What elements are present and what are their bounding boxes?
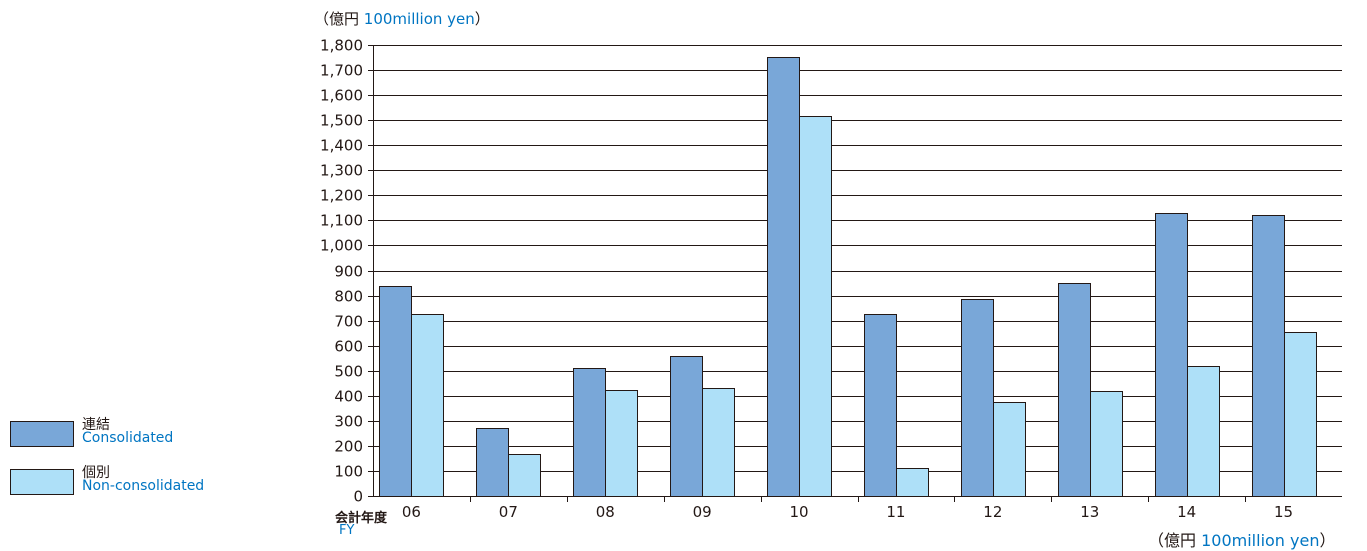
bar-non-consolidated [896, 468, 929, 497]
x-tick-label: 07 [499, 503, 518, 521]
bar-consolidated [767, 57, 800, 497]
y-tick-label: 200 [334, 438, 363, 456]
x-axis-label-ja: 会計年度 [335, 511, 388, 526]
y-tick-label: 900 [334, 263, 363, 281]
legend-item-non-consolidated: 個別 Non-consolidated [10, 462, 250, 502]
y-tick-label: 1,200 [320, 187, 363, 205]
bar-consolidated [1058, 283, 1091, 497]
bar-non-consolidated [1090, 391, 1123, 497]
y-tick-label: 1,500 [320, 112, 363, 130]
legend-label-en: Consolidated [82, 430, 174, 446]
bar-non-consolidated [1187, 366, 1220, 497]
legend-swatch-non-consolidated [10, 469, 74, 495]
bar-consolidated [670, 356, 703, 497]
bar-non-consolidated [605, 390, 638, 497]
legend-swatch-consolidated [10, 421, 74, 447]
x-tick-label: 13 [1080, 503, 1099, 521]
bar-consolidated [1155, 213, 1188, 497]
y-tick-label: 500 [334, 363, 363, 381]
bar-non-consolidated [993, 402, 1026, 497]
bar-non-consolidated [508, 454, 541, 497]
y-tick-label: 600 [334, 338, 363, 356]
bar-non-consolidated [799, 116, 832, 497]
y-tick-label: 1,000 [320, 237, 363, 255]
y-tick-label: 1,600 [320, 87, 363, 105]
bar-non-consolidated [411, 314, 444, 497]
legend-label-ja: 個別 [82, 465, 110, 481]
bar-consolidated [379, 286, 412, 497]
y-tick-label: 700 [334, 313, 363, 331]
x-tick-label: 10 [790, 503, 809, 521]
x-tick-label: 12 [983, 503, 1002, 521]
y-tick-label: 1,700 [320, 62, 363, 80]
y-tick-label: 100 [334, 463, 363, 481]
bar-non-consolidated [702, 388, 735, 497]
bar-consolidated [1252, 215, 1285, 497]
y-tick-label: 1,100 [320, 212, 363, 230]
x-axis-label-en: FY [339, 523, 355, 538]
y-tick-label: 300 [334, 413, 363, 431]
x-tick-label: 06 [402, 503, 421, 521]
bar-consolidated [476, 428, 509, 497]
legend-label-ja: 連結 [82, 417, 110, 433]
legend-item-consolidated: 連結 Consolidated [10, 414, 250, 454]
y-tick-label: 1,400 [320, 137, 363, 155]
bar-consolidated [864, 314, 897, 497]
y-axis-unit-label: （億円 100million yen） [314, 10, 490, 28]
bar-non-consolidated [1284, 332, 1317, 497]
x-tick-label: 14 [1177, 503, 1196, 521]
x-tick-label: 08 [596, 503, 615, 521]
x-tick-label: 09 [693, 503, 712, 521]
y-tick-label: 1,300 [320, 162, 363, 180]
y-tick-label: 800 [334, 288, 363, 306]
x-axis-unit-label: （億円 100million yen） [1148, 531, 1336, 550]
bar-consolidated [961, 299, 994, 497]
x-tick-label: 11 [886, 503, 905, 521]
legend-label-en: Non-consolidated [82, 478, 205, 494]
bar-consolidated [573, 368, 606, 497]
x-tick-label: 15 [1274, 503, 1293, 521]
y-tick-label: 0 [353, 488, 363, 506]
y-tick-label: 400 [334, 388, 363, 406]
y-tick-label: 1,800 [320, 37, 363, 55]
